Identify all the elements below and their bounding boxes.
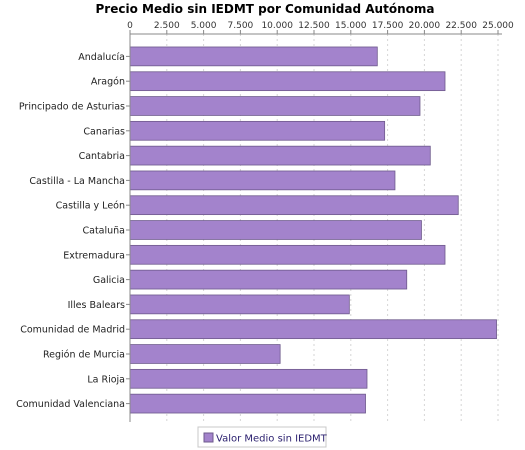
bar <box>129 120 386 141</box>
category-label: Andalucía <box>78 52 125 63</box>
bar <box>129 145 431 166</box>
x-tick-label: 15.000 <box>335 21 367 31</box>
bar <box>129 368 368 389</box>
category-label: Illes Balears <box>68 300 125 311</box>
x-axis-ticks: 0 2.500 5.000 7.500 10.000 12.500 15.000 17.500… <box>127 21 514 35</box>
category-label: Castilla - La Mancha <box>29 176 125 187</box>
category-label: Extremadura <box>63 250 125 261</box>
category-label: Cantabria <box>79 151 125 162</box>
legend-box <box>197 426 327 448</box>
legend-label: Valor Medio sin IEDMT <box>216 434 328 445</box>
category-label: Canarias <box>83 126 125 137</box>
x-tick-label: 22.500 <box>445 21 477 31</box>
x-tick-label: 2.500 <box>154 21 180 31</box>
x-tick-label: 7.500 <box>228 21 254 31</box>
category-label: Comunidad Valenciana <box>16 399 125 410</box>
x-tick-label: 0 <box>127 21 133 31</box>
bar <box>129 344 281 364</box>
chart-title: Precio Medio sin IEDMT por Comunidad Aut… <box>96 2 435 16</box>
bar <box>129 294 350 315</box>
bar <box>129 244 446 265</box>
bar <box>129 195 459 216</box>
x-tick-label: 20.000 <box>409 21 441 31</box>
category-label: Región de Murcia <box>43 350 125 361</box>
category-label: Principado de Asturias <box>19 102 125 113</box>
bars <box>129 46 497 414</box>
category-label: Castilla y León <box>56 201 125 212</box>
bar <box>129 46 378 67</box>
category-label: La Rioja <box>87 374 125 385</box>
x-tick-label: 17.500 <box>372 21 404 31</box>
bar <box>129 393 366 414</box>
x-tick-label: 25.000 <box>482 21 514 31</box>
legend: Valor Medio sin IEDMT <box>197 426 328 448</box>
bar <box>129 170 396 191</box>
category-label: Galicia <box>93 275 125 286</box>
category-labels: Andalucía Aragón Principado de Asturias Can… <box>16 52 130 410</box>
x-tick-label: 10.000 <box>261 21 293 31</box>
x-tick-label: 12.500 <box>298 21 330 31</box>
bar <box>129 96 421 116</box>
category-label: Aragón <box>91 77 125 88</box>
bar <box>129 319 497 340</box>
bar <box>129 220 422 240</box>
bar <box>129 71 446 92</box>
bar <box>129 269 408 290</box>
category-label: Cataluña <box>82 226 125 237</box>
legend-swatch <box>203 432 214 443</box>
category-label: Comunidad de Madrid <box>20 325 125 336</box>
x-tick-label: 5.000 <box>191 21 217 31</box>
